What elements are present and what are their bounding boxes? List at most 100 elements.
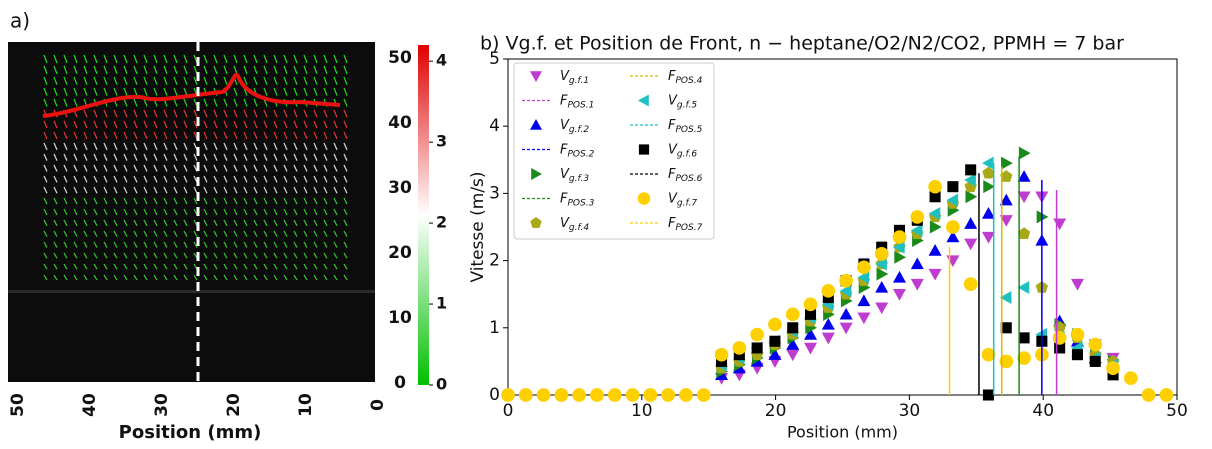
- marker: [857, 270, 870, 284]
- vector: [113, 120, 118, 129]
- vector: [63, 263, 68, 270]
- vector: [323, 153, 328, 161]
- vector: [233, 197, 238, 205]
- marker: [839, 284, 852, 298]
- vector: [113, 252, 118, 259]
- vector: [273, 230, 278, 237]
- scale-tick-label: 20: [388, 243, 412, 263]
- vector: [173, 142, 178, 151]
- marker: [1088, 337, 1103, 352]
- vector: [213, 197, 218, 205]
- vector: [193, 274, 198, 281]
- plot-area: 0 10 20 30 40 50 0 1 2 3 4 5 Position (mm) Vitesse (m…: [468, 49, 1188, 442]
- image-band: [8, 290, 375, 293]
- vector: [273, 76, 278, 85]
- vector: [183, 164, 188, 172]
- vector: [143, 54, 148, 64]
- marker: [590, 388, 604, 402]
- vector: [53, 197, 58, 205]
- vector: [163, 197, 168, 205]
- vector: [233, 219, 238, 227]
- vector: [293, 241, 298, 248]
- vector: [93, 164, 98, 172]
- vector: [313, 208, 318, 216]
- vector: [83, 241, 88, 248]
- vector: [53, 208, 58, 216]
- vector: [173, 175, 178, 183]
- vector: [263, 131, 268, 140]
- vector: [153, 208, 158, 216]
- vector: [73, 263, 78, 270]
- vector: [203, 142, 208, 151]
- vector: [323, 120, 328, 129]
- vector: [113, 153, 118, 161]
- vector: [343, 241, 348, 248]
- x-tick-label: 30: [899, 401, 921, 421]
- y-tick-label: 2: [489, 251, 500, 271]
- vector: [173, 153, 178, 161]
- vector: [103, 142, 108, 151]
- vector: [143, 263, 148, 270]
- vector: [323, 175, 328, 183]
- vector: [63, 241, 68, 248]
- marker: [981, 231, 995, 244]
- vector: [63, 142, 68, 151]
- vector: [333, 65, 338, 75]
- marker: [768, 317, 782, 332]
- legend-label: FPOS.5: [668, 118, 703, 135]
- marker: [981, 347, 996, 362]
- marker: [981, 207, 995, 219]
- vector: [173, 274, 178, 281]
- vector: [333, 54, 338, 64]
- vector: [93, 274, 98, 281]
- vector: [73, 54, 78, 64]
- marker: [857, 312, 871, 325]
- vector: [143, 120, 148, 129]
- vector: [283, 252, 288, 259]
- legend-swatch: [637, 192, 651, 205]
- vector: [223, 164, 228, 172]
- vector: [133, 274, 138, 281]
- vector: [203, 153, 208, 161]
- vector: [253, 76, 258, 85]
- vector: [53, 241, 58, 248]
- vector: [53, 142, 58, 151]
- vector: [233, 65, 238, 75]
- vector: [103, 175, 108, 183]
- vector: [233, 54, 238, 64]
- legend-label: Vg.f.2: [560, 118, 589, 135]
- vector: [283, 197, 288, 205]
- vector: [193, 120, 198, 129]
- vector: [143, 98, 148, 107]
- vector: [203, 197, 208, 205]
- vector: [253, 219, 258, 227]
- vector: [93, 175, 98, 183]
- vector: [203, 164, 208, 172]
- vector: [343, 109, 348, 118]
- vector: [243, 120, 248, 129]
- vector: [113, 186, 118, 194]
- vector: [253, 98, 258, 107]
- vector: [293, 164, 298, 172]
- vector: [143, 109, 148, 118]
- vector: [93, 208, 98, 216]
- vector: [143, 274, 148, 281]
- vector: [283, 263, 288, 270]
- vector: [63, 186, 68, 194]
- vector: [173, 219, 178, 227]
- vector: [163, 241, 168, 248]
- vector: [213, 65, 218, 75]
- vector: [93, 263, 98, 270]
- vector: [343, 175, 348, 183]
- vector: [203, 131, 208, 140]
- vector: [273, 241, 278, 248]
- vector: [143, 131, 148, 140]
- vector: [263, 109, 268, 118]
- vector: [93, 54, 98, 64]
- vector: [293, 87, 298, 96]
- vector: [53, 153, 58, 161]
- vector: [53, 164, 58, 172]
- vector: [103, 65, 108, 75]
- vector: [123, 263, 128, 270]
- scale-tick-label: 40: [388, 113, 412, 133]
